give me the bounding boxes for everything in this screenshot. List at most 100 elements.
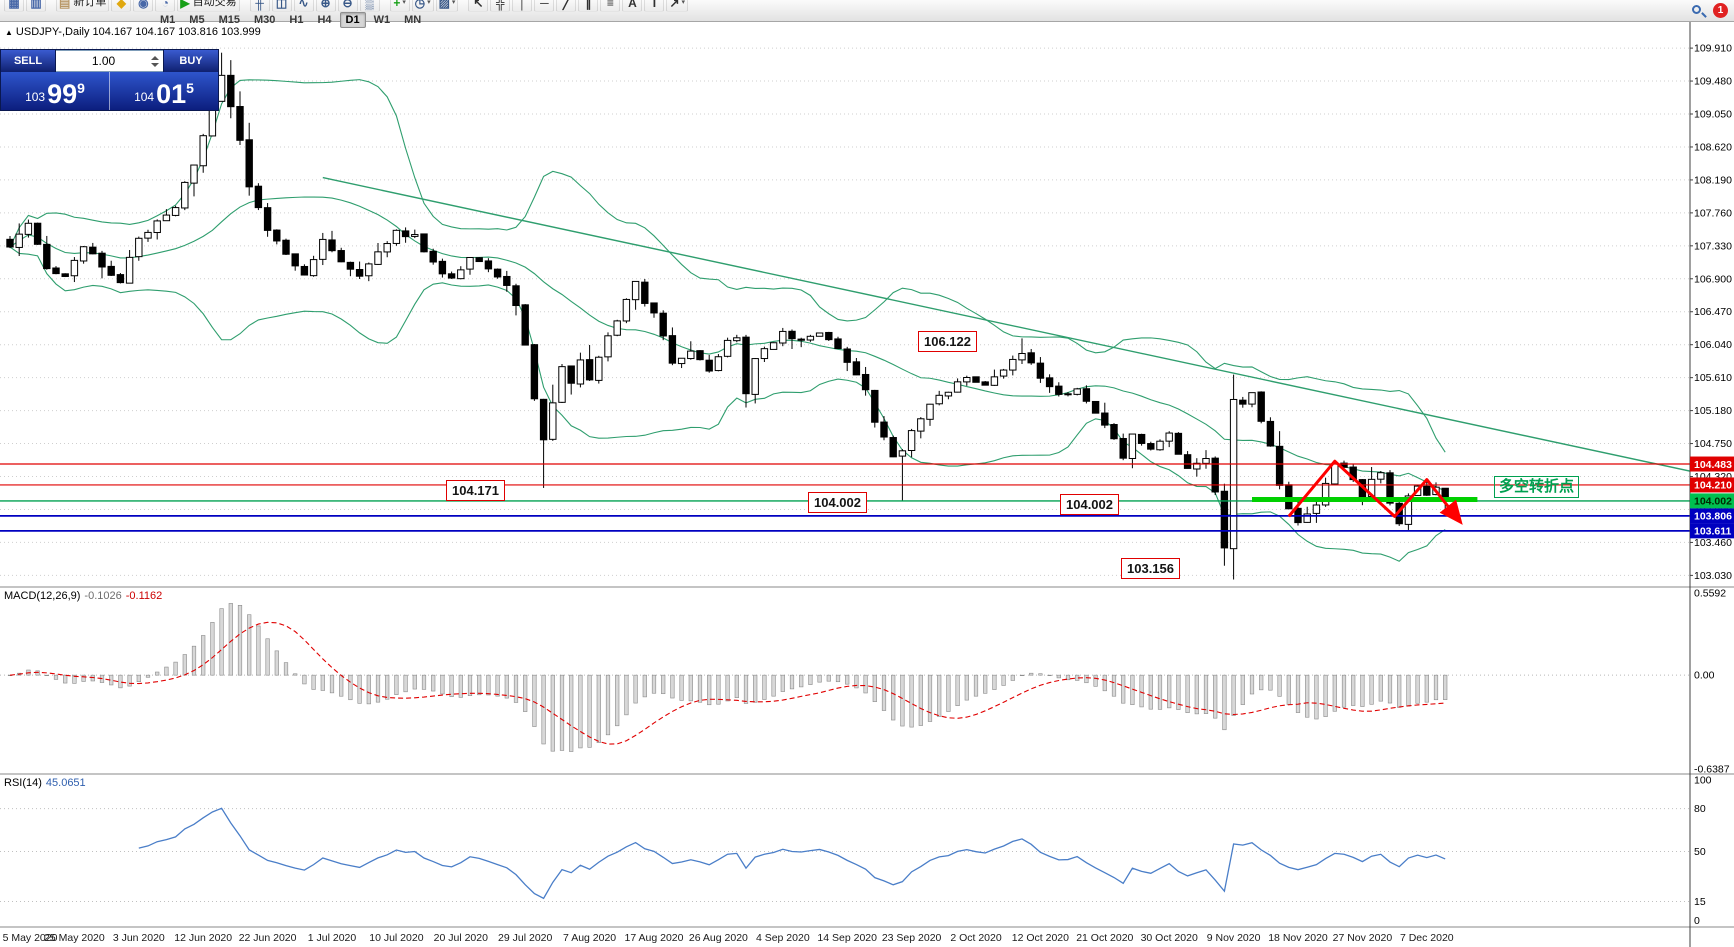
price-note[interactable]: 103.156 [1121,558,1180,579]
volume-down-button[interactable] [151,62,159,67]
indicators-button[interactable]: + ▾ [389,0,410,12]
macd-histogram-bar [578,674,583,749]
candle [1137,433,1146,444]
zoom-in-button[interactable]: ⊕ [315,0,336,12]
macd-histogram-bar [127,674,132,687]
date-axis-label: 7 Aug 2020 [563,932,616,944]
trend-annotation-arrow[interactable] [1287,459,1463,525]
quick-trade-button[interactable]: ◆ [111,0,132,12]
buy-button[interactable]: BUY [163,50,218,72]
cursor-button[interactable]: ↖ [468,0,489,12]
candle [1036,362,1045,379]
text-icon: A [628,0,637,10]
vertical-line-button[interactable]: │ [512,0,533,12]
price-note[interactable]: 104.171 [446,480,505,501]
candle [1183,454,1192,469]
timeframe-m5[interactable]: M5 [189,13,205,26]
date-axis-label: 21 Oct 2020 [1076,932,1133,944]
macd-histogram-bar [1387,674,1393,704]
macd-histogram-bar [541,674,546,745]
periods-button[interactable]: ◷ ▾ [411,0,434,12]
crosshair-button[interactable]: ╬ [490,0,511,12]
turning-point-label[interactable]: 多空转折点 [1494,476,1580,498]
ask-price[interactable]: 104 01 5 [110,72,218,110]
bar-chart-button[interactable]: ╫ [249,0,270,12]
macd-histogram-bar [283,662,289,676]
horizontal-line-button[interactable]: ─ [534,0,555,12]
chart-window-title: ▲ USDJPY-,Daily 104.167 104.167 103.816 1… [5,26,261,38]
notification-badge[interactable]: 1 [1713,3,1728,18]
candle [89,246,97,255]
candle [98,252,106,268]
volume-field[interactable]: 1.00 [56,50,163,72]
channel-button[interactable]: ∥ [578,0,599,12]
templates-button[interactable]: ▨ ▾ [435,0,459,12]
candle [1303,513,1311,523]
timeframe-h4[interactable]: H4 [317,13,332,26]
macd-histogram-bar [1176,674,1181,710]
candle [153,220,161,234]
auto-trading-button[interactable]: ▶ 自动交易 [177,0,240,12]
timeframe-m1[interactable]: M1 [160,13,176,26]
macd-histogram-bar [1249,674,1255,695]
bid-price[interactable]: 103 99 9 [1,72,109,110]
volume-up-button[interactable] [151,55,159,60]
search-icon[interactable] [1690,3,1707,19]
macd-histogram-bar [256,625,261,676]
history-center-button[interactable]: ◔ [155,0,176,12]
macd-panel [0,603,1690,752]
candle [944,391,953,397]
timeframe-mn[interactable]: MN [404,13,422,26]
text-button[interactable]: A [622,0,643,12]
candle [613,320,621,336]
macd-histogram-bar [1019,674,1025,676]
candle [1386,472,1394,504]
timeframe-m15[interactable]: M15 [218,13,240,26]
candle [466,256,474,270]
macd-histogram-bar [1314,674,1319,720]
candle [1285,484,1293,510]
tile-windows-button[interactable]: ▒ [359,0,380,12]
fibonacci-button[interactable]: ≡ [600,0,621,12]
candle [475,257,483,263]
timeframe-m30[interactable]: M30 [253,13,276,26]
candle [953,381,962,393]
window-expand-icon[interactable]: ▲ [5,28,13,37]
candle [309,259,318,277]
candle [33,222,42,245]
macd-histogram-bar [596,674,601,743]
candle [889,437,897,458]
sell-button[interactable]: SELL [1,50,56,72]
price-note[interactable]: 104.002 [808,492,867,513]
price-note[interactable]: 104.002 [1060,494,1119,515]
arrows-button[interactable]: ↗ ▾ [666,0,689,12]
descending-trendline[interactable] [322,176,1694,472]
candle [733,337,741,342]
label-button[interactable]: T [644,0,665,12]
macd-histogram-bar [1065,674,1071,681]
date-axis-label: 25 May 2020 [44,932,105,944]
macd-main-value: -0.1026 [84,590,122,602]
price-note[interactable]: 106.122 [918,331,977,352]
timeframe-h1[interactable]: H1 [289,13,304,26]
candlestick-series [6,52,1449,580]
macd-histogram-bar [872,674,877,703]
candle [457,269,465,280]
candlestick-button[interactable]: ◫ [271,0,292,12]
macd-histogram-bar [817,674,822,683]
timeframe-d1[interactable]: D1 [339,11,366,28]
timeframe-w1[interactable]: W1 [373,13,391,26]
trendline-icon: ╱ [562,0,571,10]
macd-histogram-bar [247,614,252,676]
macd-axis-label: 0.5592 [1694,588,1726,600]
volume-value[interactable]: 1.00 [91,54,116,68]
new-chart-button[interactable]: ▦ [4,0,24,12]
zoom-out-button[interactable]: ⊖ [337,0,358,12]
trendline-button[interactable]: ╱ [556,0,577,12]
new-order-button[interactable]: ▤ 新订单 [56,0,110,12]
profiles-button[interactable]: ▥ [26,0,46,12]
market-depth-button[interactable]: ◉ [133,0,154,12]
price-tag [1690,523,1734,539]
line-chart-button[interactable]: ∿ [293,0,314,12]
